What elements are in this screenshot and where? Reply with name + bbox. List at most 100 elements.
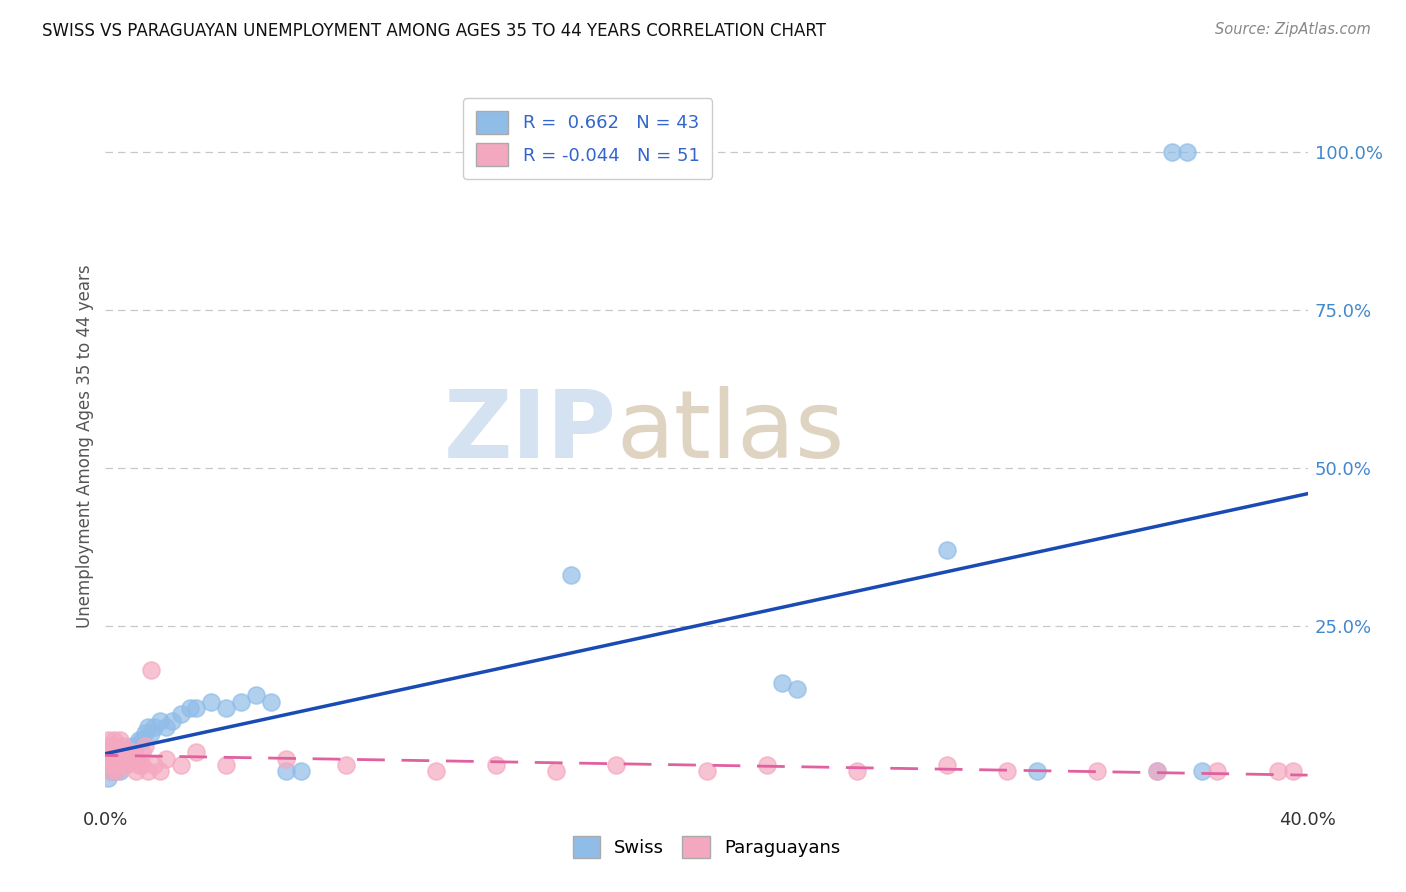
Point	[131, 745, 153, 759]
Point	[139, 663, 162, 677]
Point	[134, 726, 156, 740]
Point	[1281, 764, 1303, 779]
Point	[100, 739, 122, 753]
Point	[103, 732, 125, 747]
Point	[124, 739, 146, 753]
Point	[936, 758, 959, 772]
Point	[184, 701, 207, 715]
Point	[214, 758, 236, 772]
Point	[100, 764, 122, 779]
Y-axis label: Unemployment Among Ages 35 to 44 years: Unemployment Among Ages 35 to 44 years	[76, 264, 94, 628]
Point	[142, 758, 165, 772]
Point	[103, 758, 125, 772]
Point	[290, 764, 312, 779]
Point	[131, 758, 153, 772]
Point	[696, 764, 718, 779]
Text: Source: ZipAtlas.com: Source: ZipAtlas.com	[1215, 22, 1371, 37]
Legend: Swiss, Paraguayans: Swiss, Paraguayans	[565, 829, 848, 865]
Point	[110, 751, 132, 765]
Point	[274, 751, 297, 765]
Point	[995, 764, 1018, 779]
Point	[142, 720, 165, 734]
Point	[485, 758, 508, 772]
Point	[184, 745, 207, 759]
Point	[1146, 764, 1168, 779]
Point	[1026, 764, 1049, 779]
Point	[755, 758, 778, 772]
Point	[121, 745, 143, 759]
Point	[112, 745, 135, 759]
Point	[1085, 764, 1108, 779]
Text: SWISS VS PARAGUAYAN UNEMPLOYMENT AMONG AGES 35 TO 44 YEARS CORRELATION CHART: SWISS VS PARAGUAYAN UNEMPLOYMENT AMONG A…	[42, 22, 827, 40]
Point	[115, 758, 138, 772]
Point	[136, 764, 159, 779]
Point	[560, 568, 582, 582]
Point	[107, 745, 129, 759]
Point	[118, 745, 141, 759]
Point	[107, 739, 129, 753]
Point	[110, 758, 132, 772]
Point	[107, 758, 129, 772]
Point	[124, 751, 146, 765]
Point	[97, 771, 120, 785]
Point	[128, 758, 150, 772]
Point	[110, 764, 132, 779]
Point	[155, 720, 177, 734]
Point	[1161, 145, 1184, 160]
Point	[103, 751, 125, 765]
Point	[160, 714, 183, 728]
Point	[148, 764, 170, 779]
Point	[546, 764, 568, 779]
Point	[335, 758, 357, 772]
Point	[139, 726, 162, 740]
Point	[97, 758, 120, 772]
Point	[169, 707, 191, 722]
Point	[1267, 764, 1289, 779]
Point	[1146, 764, 1168, 779]
Point	[100, 758, 122, 772]
Point	[229, 695, 252, 709]
Point	[260, 695, 283, 709]
Point	[134, 739, 156, 753]
Point	[107, 751, 129, 765]
Text: ZIP: ZIP	[443, 385, 616, 478]
Point	[103, 764, 125, 779]
Point	[770, 675, 793, 690]
Point	[200, 695, 222, 709]
Point	[112, 739, 135, 753]
Point	[100, 751, 122, 765]
Point	[100, 764, 122, 779]
Point	[1191, 764, 1213, 779]
Point	[155, 751, 177, 765]
Point	[214, 701, 236, 715]
Point	[115, 751, 138, 765]
Point	[1175, 145, 1198, 160]
Point	[245, 689, 267, 703]
Point	[128, 732, 150, 747]
Point	[169, 758, 191, 772]
Point	[936, 543, 959, 558]
Point	[112, 758, 135, 772]
Point	[179, 701, 201, 715]
Point	[786, 682, 808, 697]
Point	[118, 751, 141, 765]
Point	[112, 751, 135, 765]
Point	[1206, 764, 1229, 779]
Point	[136, 720, 159, 734]
Point	[148, 714, 170, 728]
Point	[107, 764, 129, 779]
Point	[121, 739, 143, 753]
Point	[605, 758, 627, 772]
Point	[274, 764, 297, 779]
Point	[115, 745, 138, 759]
Text: atlas: atlas	[616, 385, 845, 478]
Point	[845, 764, 868, 779]
Point	[103, 745, 125, 759]
Point	[110, 745, 132, 759]
Point	[131, 732, 153, 747]
Point	[110, 732, 132, 747]
Point	[124, 764, 146, 779]
Point	[97, 745, 120, 759]
Point	[425, 764, 447, 779]
Point	[97, 732, 120, 747]
